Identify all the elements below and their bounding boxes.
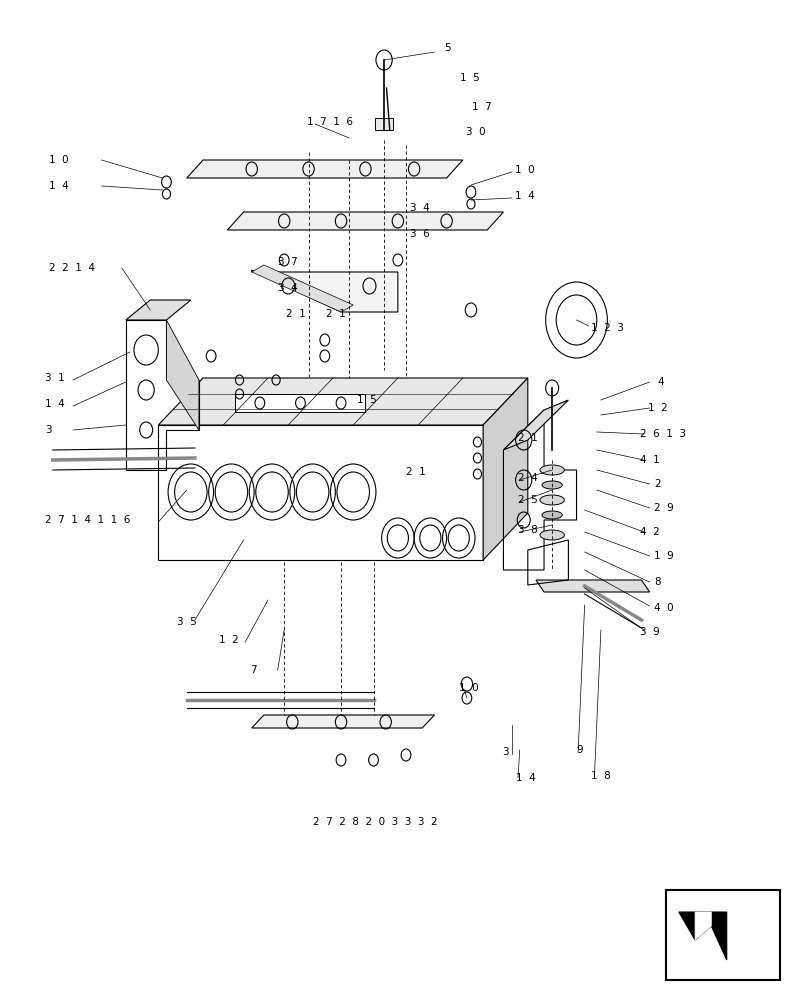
Ellipse shape xyxy=(541,511,561,519)
Text: 4  2: 4 2 xyxy=(639,527,659,537)
Polygon shape xyxy=(251,270,397,312)
Text: 1  2: 1 2 xyxy=(647,403,667,413)
Text: 1  9: 1 9 xyxy=(654,551,673,561)
Text: 9: 9 xyxy=(576,745,582,755)
Text: 1  8: 1 8 xyxy=(590,771,610,781)
Text: 2  1: 2 1 xyxy=(517,433,537,443)
Polygon shape xyxy=(251,715,434,728)
Text: 2  4: 2 4 xyxy=(517,473,537,483)
Text: 3  4: 3 4 xyxy=(277,283,297,293)
Text: 4: 4 xyxy=(657,377,663,387)
Text: 1  7: 1 7 xyxy=(471,102,491,112)
Text: 2  9: 2 9 xyxy=(654,503,673,513)
Text: 1  5: 1 5 xyxy=(357,395,376,405)
Text: 1  5: 1 5 xyxy=(459,73,478,83)
Text: 3  1: 3 1 xyxy=(45,373,64,383)
Text: 1  2  3: 1 2 3 xyxy=(590,323,623,333)
Text: 2  7  2  8  2  0  3  3  3  2: 2 7 2 8 2 0 3 3 3 2 xyxy=(312,817,436,827)
Text: 1  2: 1 2 xyxy=(219,635,238,645)
Polygon shape xyxy=(503,400,568,450)
Text: 2  7  1  4  1  1  6: 2 7 1 4 1 1 6 xyxy=(45,515,130,525)
Text: 2  1: 2 1 xyxy=(406,467,425,477)
Polygon shape xyxy=(227,212,503,230)
Text: 2: 2 xyxy=(654,479,660,489)
Text: 8: 8 xyxy=(654,577,660,587)
Text: 1  0: 1 0 xyxy=(514,165,534,175)
Polygon shape xyxy=(694,912,710,940)
Text: 1  4: 1 4 xyxy=(516,773,535,783)
Text: 3  9: 3 9 xyxy=(639,627,659,637)
Polygon shape xyxy=(483,378,527,560)
Text: 2  5: 2 5 xyxy=(517,495,537,505)
Text: 1  4: 1 4 xyxy=(514,191,534,201)
Text: 2  1: 2 1 xyxy=(285,309,305,319)
Ellipse shape xyxy=(539,465,564,475)
Polygon shape xyxy=(166,320,199,430)
Text: 3  8: 3 8 xyxy=(517,525,537,535)
Ellipse shape xyxy=(539,495,564,505)
Text: 7: 7 xyxy=(250,665,256,675)
Text: 3: 3 xyxy=(501,747,508,757)
Polygon shape xyxy=(535,580,649,592)
Polygon shape xyxy=(158,378,527,425)
Text: 2  6  1  3: 2 6 1 3 xyxy=(639,429,685,439)
Bar xyxy=(665,890,779,980)
Text: 3  7: 3 7 xyxy=(277,257,297,267)
Text: 3  6: 3 6 xyxy=(410,229,429,239)
Ellipse shape xyxy=(541,481,561,489)
Text: 4  1: 4 1 xyxy=(639,455,659,465)
FancyBboxPatch shape xyxy=(235,394,365,412)
Text: 1  7  1  6: 1 7 1 6 xyxy=(307,117,353,127)
Text: 3  5: 3 5 xyxy=(177,617,196,627)
Text: 4  0: 4 0 xyxy=(654,603,673,613)
Polygon shape xyxy=(678,912,726,960)
Ellipse shape xyxy=(539,530,564,540)
Text: 1  4: 1 4 xyxy=(45,399,64,409)
Text: 2  2  1  4: 2 2 1 4 xyxy=(49,263,95,273)
Polygon shape xyxy=(251,265,353,312)
Polygon shape xyxy=(126,300,191,320)
Bar xyxy=(375,118,393,130)
Polygon shape xyxy=(187,160,462,178)
Text: 1  0: 1 0 xyxy=(49,155,68,165)
Text: 3  0: 3 0 xyxy=(466,127,485,137)
Text: 1  0: 1 0 xyxy=(458,683,478,693)
Text: 1  4: 1 4 xyxy=(49,181,68,191)
Text: 2  1: 2 1 xyxy=(326,309,345,319)
Text: 3: 3 xyxy=(45,425,51,435)
Text: 5: 5 xyxy=(444,43,450,53)
Text: 3  4: 3 4 xyxy=(410,203,429,213)
